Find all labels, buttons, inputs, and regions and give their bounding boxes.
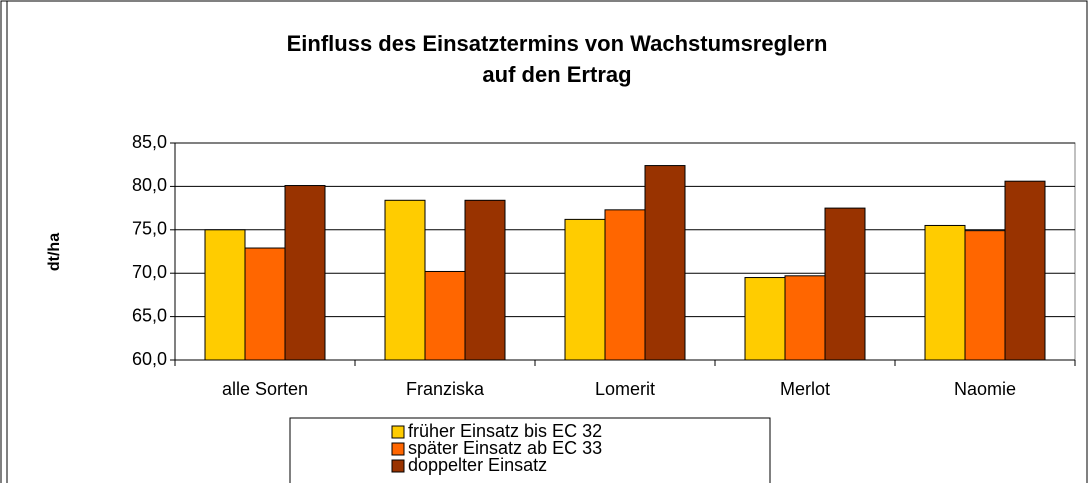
y-tick-label: 80,0 (132, 175, 167, 195)
bar (784, 275, 826, 361)
bar (744, 277, 786, 361)
bar (244, 247, 286, 361)
bar (564, 218, 606, 361)
bar (204, 229, 246, 361)
chart-subtitle: auf den Ertrag (482, 62, 631, 87)
y-tick-label: 75,0 (132, 219, 167, 239)
bar (964, 230, 1006, 361)
x-tick-label: alle Sorten (222, 379, 308, 399)
bar (824, 207, 866, 361)
bar (384, 199, 426, 361)
bar (464, 199, 506, 361)
x-tick-label: Franziska (406, 379, 485, 399)
legend-swatch (391, 459, 405, 473)
legend-swatch (391, 442, 405, 456)
bar (924, 224, 966, 361)
bar (424, 270, 466, 361)
legend-box (289, 417, 771, 483)
bar (284, 185, 326, 361)
y-tick-label: 85,0 (132, 132, 167, 152)
chart-title: Einfluss des Einsatztermins von Wachstum… (287, 31, 828, 56)
legend-label: früher Einsatz bis EC 32 (408, 421, 602, 441)
legend-swatch (391, 425, 405, 439)
legend-label: später Einsatz ab EC 33 (408, 438, 602, 458)
x-tick-label: Naomie (954, 379, 1016, 399)
bar (644, 165, 686, 361)
legend-label: doppelter Einsatz (408, 455, 547, 475)
y-tick-label: 65,0 (132, 305, 167, 325)
bar (1004, 180, 1046, 361)
bar (604, 209, 646, 361)
x-tick-label: Merlot (780, 379, 830, 399)
y-tick-label: 60,0 (132, 349, 167, 369)
y-tick-label: 70,0 (132, 262, 167, 282)
y-axis-label: dt/ha (46, 233, 63, 271)
x-tick-label: Lomerit (595, 379, 655, 399)
